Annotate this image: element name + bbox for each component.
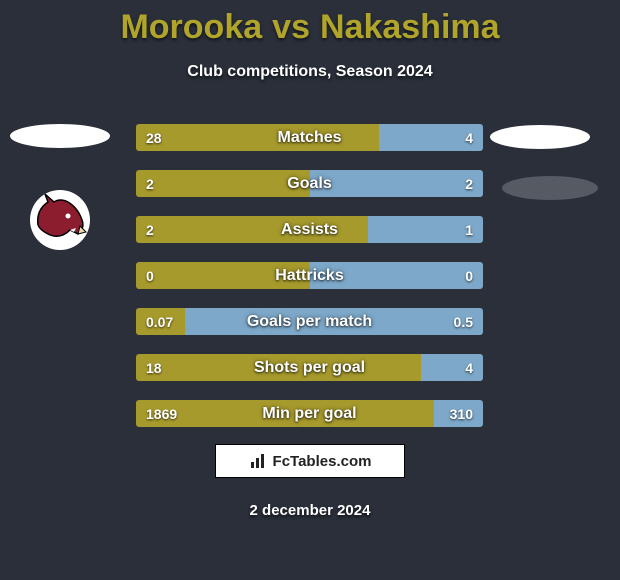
extra-right-oval-avatar-placeholder xyxy=(502,176,598,200)
stat-bar-right-segment xyxy=(379,124,483,151)
stat-bar-left-segment xyxy=(136,262,310,289)
team-logo xyxy=(30,190,90,250)
stat-bar: Hattricks00 xyxy=(136,262,483,289)
bar-chart-icon xyxy=(249,452,267,470)
vs-text: vs xyxy=(272,8,310,46)
stat-bar: Goals per match0.070.5 xyxy=(136,308,483,335)
stat-bar-right-segment xyxy=(310,262,483,289)
stat-bar-right-segment xyxy=(185,308,483,335)
stat-bar-right-segment xyxy=(434,400,483,427)
right-oval-avatar-placeholder xyxy=(490,125,590,149)
stat-bar: Shots per goal184 xyxy=(136,354,483,381)
stat-bar-left-segment xyxy=(136,170,310,197)
stat-bar: Matches284 xyxy=(136,124,483,151)
stat-bar: Min per goal1869310 xyxy=(136,400,483,427)
player1-name: Morooka xyxy=(120,8,262,46)
stat-bar-left-segment xyxy=(136,400,434,427)
stat-bar-right-segment xyxy=(368,216,483,243)
stat-bar-left-segment xyxy=(136,124,379,151)
stat-bar: Goals22 xyxy=(136,170,483,197)
coyote-icon xyxy=(30,190,90,250)
left-oval-avatar-placeholder xyxy=(10,124,110,148)
comparison-title: Morooka vs Nakashima xyxy=(0,8,620,47)
stat-bar-left-segment xyxy=(136,354,421,381)
date-text: 2 december 2024 xyxy=(0,502,620,519)
season-subtitle: Club competitions, Season 2024 xyxy=(0,63,620,81)
stat-bar-right-segment xyxy=(310,170,483,197)
stat-bar-left-segment xyxy=(136,216,368,243)
stat-bar-right-segment xyxy=(421,354,483,381)
attribution-text: FcTables.com xyxy=(273,453,372,470)
stat-bar: Assists21 xyxy=(136,216,483,243)
stat-bar-left-segment xyxy=(136,308,185,335)
attribution-box: FcTables.com xyxy=(215,444,405,478)
player2-name: Nakashima xyxy=(320,8,500,46)
